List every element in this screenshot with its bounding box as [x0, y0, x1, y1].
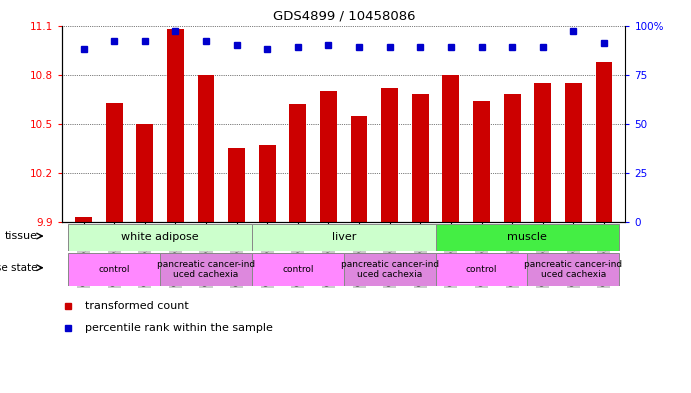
Bar	[68, 253, 160, 286]
Bar	[565, 83, 582, 222]
Bar	[534, 83, 551, 222]
Bar	[473, 101, 490, 222]
Bar	[228, 149, 245, 222]
Title: GDS4899 / 10458086: GDS4899 / 10458086	[272, 10, 415, 23]
Bar	[596, 62, 612, 222]
Text: tissue: tissue	[4, 231, 37, 241]
Bar	[412, 94, 428, 222]
Bar	[527, 253, 619, 286]
Text: control: control	[282, 265, 314, 274]
Bar	[259, 145, 276, 222]
Bar	[75, 217, 92, 222]
Bar	[136, 124, 153, 222]
Bar	[252, 224, 435, 251]
Bar	[68, 224, 252, 251]
Text: muscle: muscle	[507, 232, 547, 242]
Text: control: control	[99, 265, 130, 274]
Bar	[160, 253, 252, 286]
Bar	[167, 29, 184, 222]
Bar	[381, 88, 398, 222]
Bar	[344, 253, 435, 286]
Bar	[442, 75, 460, 222]
Bar	[435, 224, 619, 251]
Text: pancreatic cancer-ind
uced cachexia: pancreatic cancer-ind uced cachexia	[157, 260, 255, 279]
Bar	[350, 116, 368, 222]
Text: disease state: disease state	[0, 263, 37, 273]
Bar	[435, 253, 527, 286]
Text: pancreatic cancer-ind
uced cachexia: pancreatic cancer-ind uced cachexia	[341, 260, 439, 279]
Bar	[252, 253, 344, 286]
Bar	[290, 104, 306, 222]
Bar	[504, 94, 520, 222]
Text: percentile rank within the sample: percentile rank within the sample	[85, 323, 272, 333]
Text: control: control	[466, 265, 498, 274]
Text: white adipose: white adipose	[122, 232, 199, 242]
Text: liver: liver	[332, 232, 356, 242]
Bar	[198, 75, 214, 222]
Text: transformed count: transformed count	[85, 301, 189, 311]
Bar	[320, 91, 337, 222]
Bar	[106, 103, 122, 222]
Text: pancreatic cancer-ind
uced cachexia: pancreatic cancer-ind uced cachexia	[524, 260, 623, 279]
